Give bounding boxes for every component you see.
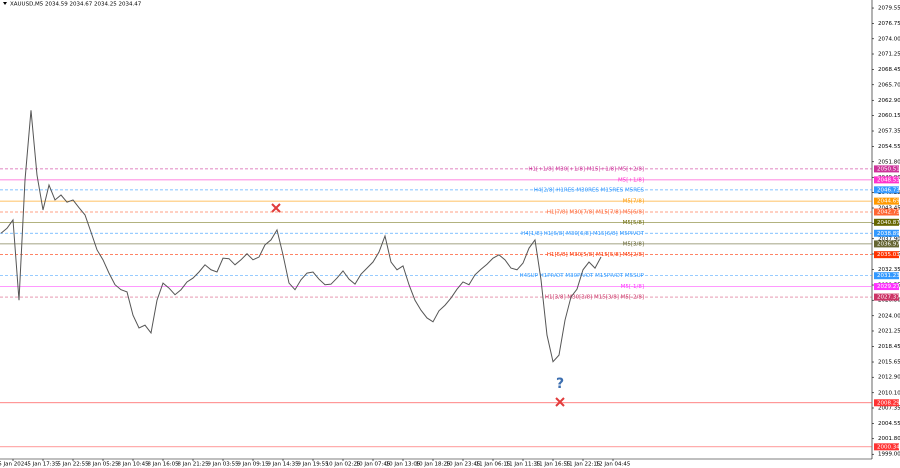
price-box-label: 2029.27 <box>877 284 900 290</box>
y-tick-label: 2001.80 <box>878 436 900 442</box>
x-tick-label: 10 Jan 18:25 <box>416 462 451 468</box>
x-tick-label: 11 Jan 22:15 <box>566 462 601 468</box>
price-box-label: 2050.51 <box>877 166 900 172</box>
x-tick-label: 8 Jan 05:25 <box>87 462 119 468</box>
x-tick-label: 8 Jan 16:05 <box>147 462 179 468</box>
price-box <box>874 208 899 216</box>
price-box <box>874 229 899 237</box>
price-box-label: 2048.53 <box>877 177 900 183</box>
x-tick-label: 10 Jan 13:05 <box>386 462 421 468</box>
x-tick-label: 11 Jan 16:55 <box>536 462 571 468</box>
y-tick-label: 2051.80 <box>878 159 900 165</box>
y-tick-label: 2015.65 <box>878 360 900 366</box>
y-tick-label: 2037.90 <box>878 236 900 242</box>
y-tick-label: 2021.25 <box>878 328 900 334</box>
y-tick-label: 2024.00 <box>878 313 900 319</box>
chart-title: XAUUSD,M5 2034.59 2034.67 2034.25 2034.4… <box>10 2 142 8</box>
x-tick-label: 9 Jan 14:35 <box>267 462 299 468</box>
x-tick-label: 8 Jan 21:25 <box>177 462 209 468</box>
x-tick-label: 5 Jan 2024 <box>0 462 28 468</box>
level-label: H1[7/8] M30[7/8] M15[7/8] M5[6/8] <box>547 209 644 215</box>
y-tick-label: 2076.75 <box>878 21 900 27</box>
price-box <box>874 399 899 407</box>
level-label: H1[+1/8] M30[+1/8] M15[+1/8] M5[+2/8] <box>528 166 644 172</box>
price-box <box>874 251 899 259</box>
price-box <box>874 283 899 291</box>
x-tick-label: 8 Jan 10:45 <box>117 462 149 468</box>
level-label: H4[1/8] H1[6/8] M30[6/8] M15[6/8] M5PIVO… <box>521 231 645 237</box>
symbol-menu-icon[interactable] <box>3 2 7 5</box>
x-tick-label: 9 Jan 19:55 <box>297 462 329 468</box>
y-tick-label: 2018.45 <box>878 344 900 350</box>
level-label: M5[5/8] <box>623 220 644 226</box>
x-tick-label: 11 Jan 06:15 <box>476 462 511 468</box>
price-box <box>874 176 899 184</box>
x-tick-label: 9 Jan 03:55 <box>207 462 239 468</box>
y-tick-label: 2007.35 <box>878 405 900 411</box>
price-box-label: 2038.89 <box>877 231 900 237</box>
sell-marker <box>271 203 281 213</box>
price-box-label: 2035.03 <box>877 252 900 258</box>
x-tick-label: 10 Jan 23:45 <box>446 462 481 468</box>
x-tick-label: 12 Jan 04:45 <box>596 462 631 468</box>
y-tick-label: 2032.35 <box>878 267 900 273</box>
price-box-label: 2042.73 <box>877 209 900 215</box>
price-box <box>874 165 899 173</box>
y-tick-label: 1999.00 <box>878 452 900 458</box>
price-box <box>874 443 899 451</box>
price-box-label: 2036.97 <box>877 241 900 247</box>
sell-marker <box>555 397 565 407</box>
y-tick-label: 2079.55 <box>878 6 900 12</box>
price-box <box>874 272 899 280</box>
price-box <box>874 218 899 226</box>
price-box <box>874 240 899 248</box>
y-tick-label: 2004.55 <box>878 421 900 427</box>
y-tick-label: 2071.25 <box>878 52 900 58</box>
x-tick-label: 10 Jan 02:25 <box>326 462 361 468</box>
y-tick-label: 2012.90 <box>878 375 900 381</box>
x-tick-label: 5 Jan 17:35 <box>27 462 59 468</box>
x-tick-label: 11 Jan 11:35 <box>506 462 541 468</box>
y-tick-label: 2060.15 <box>878 113 900 119</box>
price-box-label: 2008.29 <box>877 400 900 406</box>
level-label: M5[7/8] <box>623 199 644 205</box>
y-tick-label: 2068.45 <box>878 67 900 73</box>
y-tick-label: 2057.35 <box>878 129 900 135</box>
level-label: H1[5/8] M30[5/8] M15[5/8] M5[2/8] <box>547 252 644 258</box>
price-box-label: 2046.73 <box>877 187 900 193</box>
x-tick-label: 10 Jan 07:45 <box>356 462 391 468</box>
price-box-label: 2044.69 <box>877 199 900 205</box>
y-tick-label: 2010.10 <box>878 390 900 396</box>
y-tick-label: 2062.90 <box>878 98 900 104</box>
x-tick-label: 5 Jan 22:55 <box>57 462 89 468</box>
price-box <box>874 197 899 205</box>
question-marker: ? <box>556 376 564 392</box>
level-label: H4SUP H1PIVOT M30PIVOT M15PIVOT M5SUP <box>519 273 644 279</box>
level-label: M5[3/8] <box>623 241 644 247</box>
y-tick-label: 2074.00 <box>878 36 900 42</box>
level-label: H4[2/8] H1RES M30RES M15RES M5RES <box>534 187 645 193</box>
level-label: M5[-1/8] <box>621 284 644 290</box>
price-line <box>0 110 602 363</box>
level-label: M5[+1/8] <box>618 177 644 183</box>
price-box-label: 2031.23 <box>877 273 900 279</box>
x-tick-label: 9 Jan 09:15 <box>237 462 269 468</box>
y-tick-label: 2065.70 <box>878 82 900 88</box>
price-box-label: 2040.87 <box>877 220 900 226</box>
price-box-label: 2027.37 <box>877 295 900 301</box>
price-box-label: 2000.34 <box>877 444 900 450</box>
price-box <box>874 293 899 301</box>
y-tick-label: 2054.55 <box>878 144 900 150</box>
level-label: H1[3/8] M30[3/8] M15[3/8] M5[-2/8] <box>545 295 644 301</box>
price-box <box>874 186 899 194</box>
y-tick-label: 2026.80 <box>878 298 900 304</box>
